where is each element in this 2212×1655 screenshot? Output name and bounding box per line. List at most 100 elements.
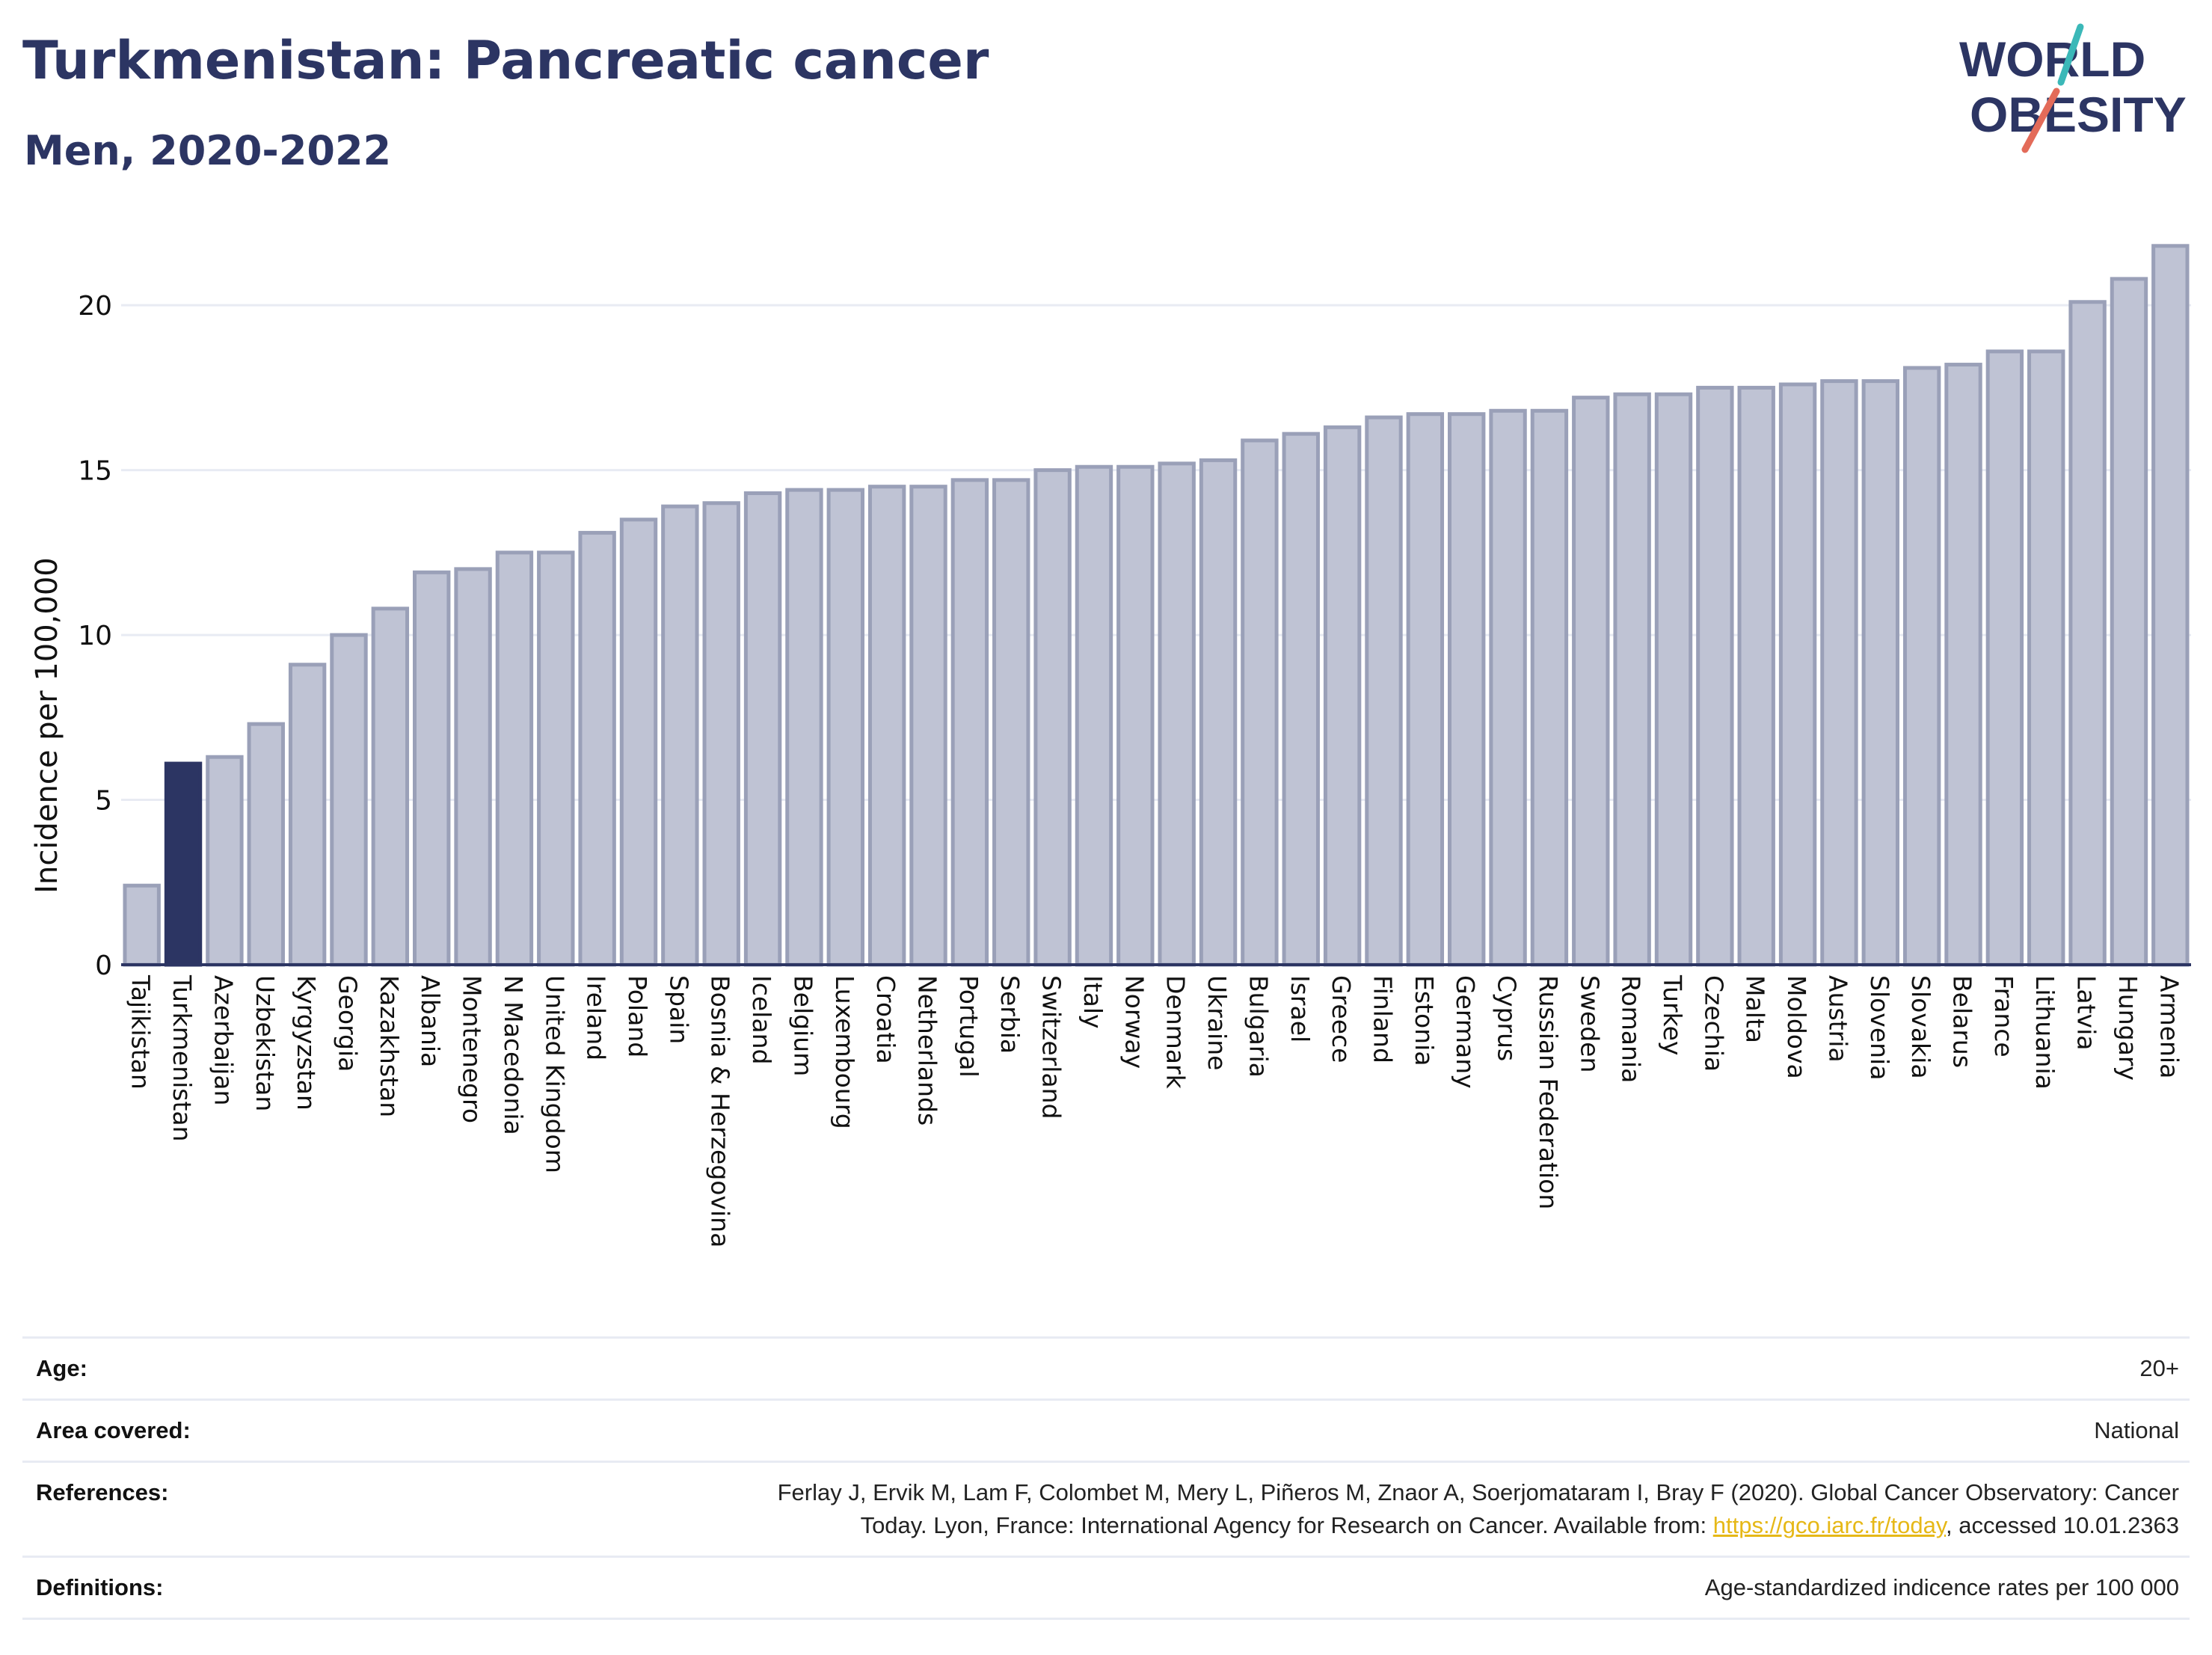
bar-austria bbox=[1820, 379, 1858, 967]
references-label: References: bbox=[36, 1479, 169, 1505]
bar-denmark bbox=[1158, 461, 1196, 967]
meta-row-definitions: Definitions: Age-standardized indicence … bbox=[22, 1556, 2190, 1620]
x-tick-label: Bosnia & Herzegovina bbox=[706, 975, 735, 1247]
bar-united-kingdom bbox=[537, 550, 575, 967]
bar-israel bbox=[1282, 432, 1320, 967]
x-tick-label: Armenia bbox=[2154, 975, 2184, 1078]
bar-france bbox=[1985, 349, 2024, 967]
bar-switzerland bbox=[1033, 468, 1072, 967]
bar-moldova bbox=[1778, 382, 1817, 967]
x-tick-label: Austria bbox=[1823, 975, 1852, 1063]
y-tick-label: 20 bbox=[78, 291, 112, 322]
x-tick-label: Luxembourg bbox=[830, 975, 859, 1129]
bar-georgia bbox=[330, 633, 368, 967]
x-tick-label: Spain bbox=[664, 975, 693, 1044]
bar-kyrgyzstan bbox=[288, 663, 327, 967]
bar-albania bbox=[413, 570, 451, 967]
bar-estonia bbox=[1406, 412, 1445, 967]
x-tick-label: Kyrgyzstan bbox=[292, 975, 321, 1111]
bar-montenegro bbox=[454, 567, 492, 967]
y-tick-label: 15 bbox=[78, 456, 112, 487]
bar-russian-federation bbox=[1530, 408, 1569, 967]
age-label: Age: bbox=[36, 1355, 87, 1381]
x-tick-label: Slovakia bbox=[1906, 975, 1935, 1079]
x-tick-label: Slovenia bbox=[1865, 975, 1894, 1080]
bar-cyprus bbox=[1489, 408, 1527, 967]
references-line2-pre: Today. Lyon, France: International Agenc… bbox=[860, 1512, 1713, 1538]
x-tick-label: Malta bbox=[1741, 975, 1770, 1043]
bar-norway bbox=[1116, 464, 1155, 967]
bar-n-macedonia bbox=[495, 550, 534, 967]
bar-slovenia bbox=[1861, 379, 1899, 967]
bar-lithuania bbox=[2027, 349, 2065, 967]
x-tick-label: Ukraine bbox=[1202, 975, 1232, 1070]
bars bbox=[123, 244, 2190, 967]
logo-slash-teal bbox=[2057, 23, 2084, 86]
bar-belgium bbox=[785, 488, 823, 967]
world-obesity-logo: WORLD OBESITY bbox=[1959, 23, 2187, 153]
x-tick-label: Turkmenistan bbox=[168, 974, 197, 1142]
x-tick-label: Finland bbox=[1368, 975, 1397, 1063]
page-subtitle: Men, 2020-2022 bbox=[24, 127, 392, 174]
area-value: National bbox=[2094, 1417, 2179, 1443]
x-tick-label: Denmark bbox=[1161, 975, 1191, 1090]
meta-row-age: Age: 20+ bbox=[22, 1336, 2190, 1398]
references-line2: Today. Lyon, France: International Agenc… bbox=[778, 1509, 2179, 1542]
x-tick-label: Iceland bbox=[747, 975, 776, 1064]
y-tick-label: 5 bbox=[95, 786, 112, 817]
x-tick-label: Bulgaria bbox=[1244, 975, 1273, 1078]
x-tick-label: Portugal bbox=[954, 975, 983, 1078]
x-tick-label: Israel bbox=[1285, 975, 1315, 1043]
bar-portugal bbox=[950, 478, 989, 967]
x-tick-label: Hungary bbox=[2113, 975, 2142, 1081]
bar-turkey bbox=[1654, 392, 1693, 967]
definitions-value: Age-standardized indicence rates per 100… bbox=[1704, 1574, 2179, 1600]
area-label: Area covered: bbox=[36, 1417, 191, 1443]
x-tick-label: France bbox=[1989, 975, 2018, 1057]
x-tick-label: Belgium bbox=[788, 975, 817, 1076]
x-tick-label: Uzbekistan bbox=[251, 975, 280, 1111]
references-link[interactable]: https://gco.iarc.fr/today bbox=[1712, 1512, 1947, 1538]
x-tick-label: Norway bbox=[1119, 975, 1149, 1069]
x-tick-label: Estonia bbox=[1410, 975, 1439, 1066]
x-tick-label: Netherlands bbox=[913, 975, 942, 1126]
meta-row-area: Area covered: National bbox=[22, 1398, 2190, 1461]
x-tick-label: Belarus bbox=[1948, 975, 1977, 1068]
bar-italy bbox=[1075, 464, 1113, 967]
bar-germany bbox=[1448, 412, 1486, 967]
x-tick-label: Georgia bbox=[333, 975, 362, 1072]
x-tick-label: Italy bbox=[1078, 975, 1107, 1029]
x-tick-label: Czechia bbox=[1699, 975, 1728, 1072]
bar-turkmenistan bbox=[164, 761, 203, 967]
logo-line1: WORLD bbox=[1959, 31, 2145, 87]
x-tick-label: Russian Federation bbox=[1534, 975, 1563, 1209]
bar-bulgaria bbox=[1241, 438, 1279, 967]
x-tick-label: Croatia bbox=[871, 975, 900, 1064]
x-tick-label: Sweden bbox=[1575, 975, 1604, 1072]
x-tick-label: Ireland bbox=[582, 975, 611, 1060]
bar-chart: 0 5 10 15 20 Incidence per 100,000 Tajikista… bbox=[30, 244, 2191, 1247]
logo-line2: OBESITY bbox=[1970, 87, 2187, 142]
bar-finland bbox=[1365, 415, 1403, 967]
x-tick-label: Germany bbox=[1451, 975, 1480, 1089]
x-tick-label: Cyprus bbox=[1493, 975, 1522, 1061]
bar-poland bbox=[619, 518, 658, 967]
bar-bosnia-herzegovina bbox=[702, 501, 740, 967]
x-tick-label: N Macedonia bbox=[499, 975, 528, 1135]
x-tick-label: Albania bbox=[416, 975, 445, 1067]
x-tick-label: Latvia bbox=[2072, 975, 2101, 1050]
bar-romania bbox=[1613, 392, 1651, 967]
bar-spain bbox=[661, 504, 699, 967]
references-line1: Ferlay J, Ervik M, Lam F, Colombet M, Me… bbox=[777, 1479, 2179, 1505]
bar-slovakia bbox=[1902, 366, 1941, 967]
x-tick-label: Poland bbox=[623, 975, 652, 1057]
bar-armenia bbox=[2151, 244, 2190, 967]
y-tick-label: 10 bbox=[78, 621, 112, 651]
bar-hungary bbox=[2110, 277, 2148, 967]
meta-row-references: References: Ferlay J, Ervik M, Lam F, Co… bbox=[22, 1461, 2190, 1556]
logo-slash-red bbox=[2021, 87, 2060, 153]
definitions-label: Definitions: bbox=[36, 1574, 164, 1600]
bar-czechia bbox=[1696, 385, 1734, 967]
x-tick-label: Switzerland bbox=[1037, 975, 1066, 1120]
x-axis-tick-labels: Tajikistan Turkmenistan Azerbaijan Uzbekist… bbox=[126, 974, 2184, 1247]
